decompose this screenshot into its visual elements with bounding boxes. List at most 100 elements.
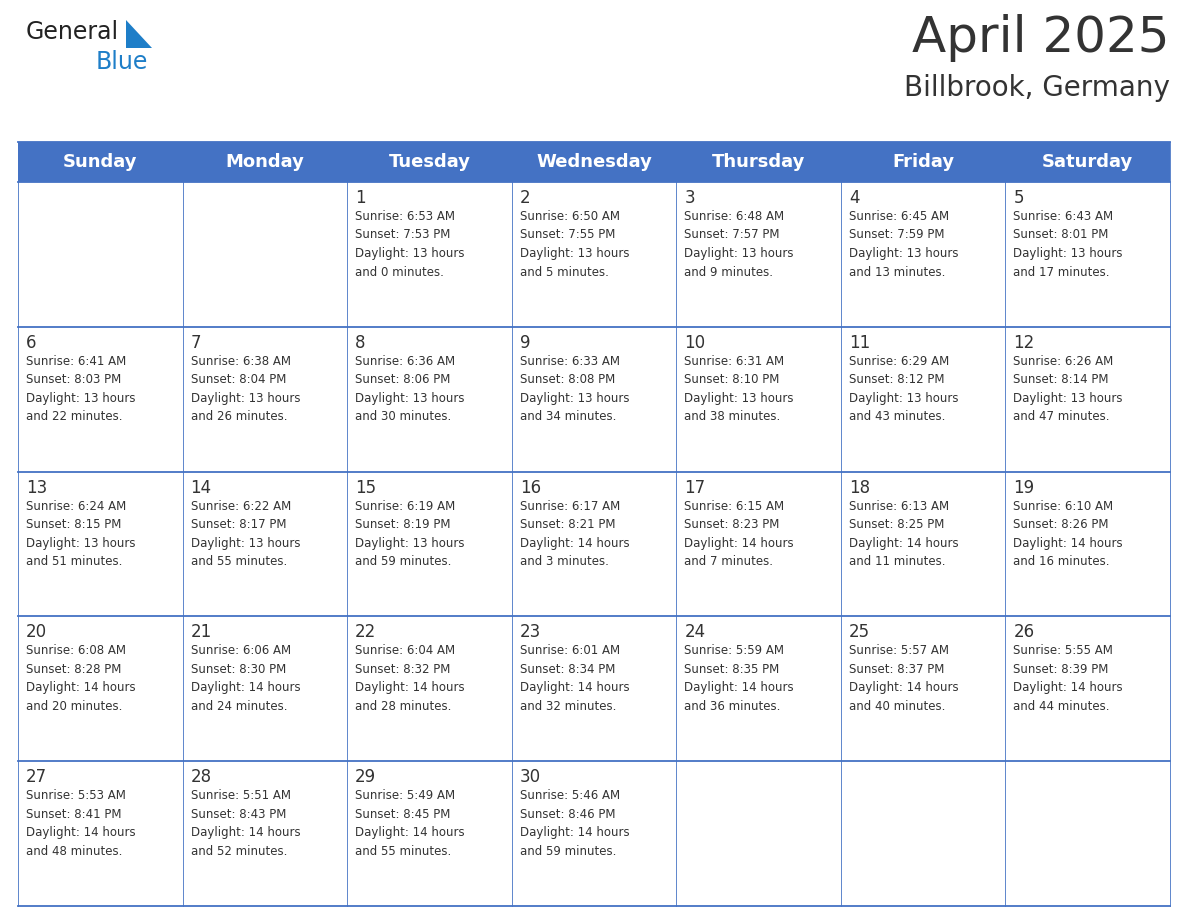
Bar bbox=[676, 182, 841, 327]
Bar bbox=[347, 761, 512, 906]
Text: Sunrise: 6:04 AM
Sunset: 8:32 PM
Daylight: 14 hours
and 28 minutes.: Sunrise: 6:04 AM Sunset: 8:32 PM Dayligh… bbox=[355, 644, 465, 713]
Text: Friday: Friday bbox=[892, 153, 954, 171]
Bar bbox=[183, 182, 347, 327]
Bar bbox=[512, 327, 676, 472]
Text: 4: 4 bbox=[849, 189, 859, 207]
Text: Blue: Blue bbox=[96, 50, 148, 74]
Text: Sunrise: 6:45 AM
Sunset: 7:59 PM
Daylight: 13 hours
and 13 minutes.: Sunrise: 6:45 AM Sunset: 7:59 PM Dayligh… bbox=[849, 210, 959, 278]
Text: Thursday: Thursday bbox=[712, 153, 805, 171]
Bar bbox=[18, 182, 183, 327]
Text: Sunrise: 6:17 AM
Sunset: 8:21 PM
Daylight: 14 hours
and 3 minutes.: Sunrise: 6:17 AM Sunset: 8:21 PM Dayligh… bbox=[519, 499, 630, 568]
Text: 25: 25 bbox=[849, 623, 870, 642]
Bar bbox=[512, 182, 676, 327]
Text: Billbrook, Germany: Billbrook, Germany bbox=[904, 74, 1170, 102]
Bar bbox=[183, 327, 347, 472]
Text: Sunrise: 6:24 AM
Sunset: 8:15 PM
Daylight: 13 hours
and 51 minutes.: Sunrise: 6:24 AM Sunset: 8:15 PM Dayligh… bbox=[26, 499, 135, 568]
Text: Sunrise: 5:49 AM
Sunset: 8:45 PM
Daylight: 14 hours
and 55 minutes.: Sunrise: 5:49 AM Sunset: 8:45 PM Dayligh… bbox=[355, 789, 465, 857]
Text: 6: 6 bbox=[26, 334, 37, 352]
Bar bbox=[841, 761, 1005, 906]
Bar bbox=[18, 761, 183, 906]
Bar bbox=[183, 472, 347, 616]
Text: Saturday: Saturday bbox=[1042, 153, 1133, 171]
Bar bbox=[18, 472, 183, 616]
Text: Sunrise: 5:53 AM
Sunset: 8:41 PM
Daylight: 14 hours
and 48 minutes.: Sunrise: 5:53 AM Sunset: 8:41 PM Dayligh… bbox=[26, 789, 135, 857]
Text: Wednesday: Wednesday bbox=[536, 153, 652, 171]
Text: 1: 1 bbox=[355, 189, 366, 207]
Text: Sunrise: 6:15 AM
Sunset: 8:23 PM
Daylight: 14 hours
and 7 minutes.: Sunrise: 6:15 AM Sunset: 8:23 PM Dayligh… bbox=[684, 499, 794, 568]
Text: Sunrise: 6:41 AM
Sunset: 8:03 PM
Daylight: 13 hours
and 22 minutes.: Sunrise: 6:41 AM Sunset: 8:03 PM Dayligh… bbox=[26, 354, 135, 423]
Text: 12: 12 bbox=[1013, 334, 1035, 352]
Bar bbox=[347, 327, 512, 472]
Bar bbox=[347, 182, 512, 327]
Text: 18: 18 bbox=[849, 478, 870, 497]
Bar bbox=[18, 142, 1170, 182]
Bar bbox=[512, 761, 676, 906]
Text: 13: 13 bbox=[26, 478, 48, 497]
Text: 19: 19 bbox=[1013, 478, 1035, 497]
Bar bbox=[1005, 761, 1170, 906]
Text: Sunrise: 5:57 AM
Sunset: 8:37 PM
Daylight: 14 hours
and 40 minutes.: Sunrise: 5:57 AM Sunset: 8:37 PM Dayligh… bbox=[849, 644, 959, 713]
Bar bbox=[183, 616, 347, 761]
Bar bbox=[512, 616, 676, 761]
Text: Sunrise: 6:08 AM
Sunset: 8:28 PM
Daylight: 14 hours
and 20 minutes.: Sunrise: 6:08 AM Sunset: 8:28 PM Dayligh… bbox=[26, 644, 135, 713]
Text: Sunrise: 6:43 AM
Sunset: 8:01 PM
Daylight: 13 hours
and 17 minutes.: Sunrise: 6:43 AM Sunset: 8:01 PM Dayligh… bbox=[1013, 210, 1123, 278]
Bar bbox=[1005, 472, 1170, 616]
Bar bbox=[347, 616, 512, 761]
Text: 15: 15 bbox=[355, 478, 377, 497]
Bar bbox=[18, 616, 183, 761]
Bar bbox=[841, 616, 1005, 761]
Bar bbox=[18, 327, 183, 472]
Bar bbox=[841, 182, 1005, 327]
Bar bbox=[347, 472, 512, 616]
Bar bbox=[676, 616, 841, 761]
Text: General: General bbox=[26, 20, 119, 44]
Text: Sunrise: 6:10 AM
Sunset: 8:26 PM
Daylight: 14 hours
and 16 minutes.: Sunrise: 6:10 AM Sunset: 8:26 PM Dayligh… bbox=[1013, 499, 1123, 568]
Text: 7: 7 bbox=[190, 334, 201, 352]
Bar bbox=[841, 472, 1005, 616]
Text: 17: 17 bbox=[684, 478, 706, 497]
Text: 11: 11 bbox=[849, 334, 870, 352]
Text: Sunrise: 5:51 AM
Sunset: 8:43 PM
Daylight: 14 hours
and 52 minutes.: Sunrise: 5:51 AM Sunset: 8:43 PM Dayligh… bbox=[190, 789, 301, 857]
Text: 22: 22 bbox=[355, 623, 377, 642]
Bar bbox=[1005, 327, 1170, 472]
Text: Sunrise: 6:22 AM
Sunset: 8:17 PM
Daylight: 13 hours
and 55 minutes.: Sunrise: 6:22 AM Sunset: 8:17 PM Dayligh… bbox=[190, 499, 301, 568]
Text: Sunrise: 6:48 AM
Sunset: 7:57 PM
Daylight: 13 hours
and 9 minutes.: Sunrise: 6:48 AM Sunset: 7:57 PM Dayligh… bbox=[684, 210, 794, 278]
Text: Monday: Monday bbox=[226, 153, 304, 171]
Text: Sunday: Sunday bbox=[63, 153, 138, 171]
Text: 20: 20 bbox=[26, 623, 48, 642]
Text: Sunrise: 6:13 AM
Sunset: 8:25 PM
Daylight: 14 hours
and 11 minutes.: Sunrise: 6:13 AM Sunset: 8:25 PM Dayligh… bbox=[849, 499, 959, 568]
Text: Sunrise: 6:26 AM
Sunset: 8:14 PM
Daylight: 13 hours
and 47 minutes.: Sunrise: 6:26 AM Sunset: 8:14 PM Dayligh… bbox=[1013, 354, 1123, 423]
Text: Sunrise: 6:06 AM
Sunset: 8:30 PM
Daylight: 14 hours
and 24 minutes.: Sunrise: 6:06 AM Sunset: 8:30 PM Dayligh… bbox=[190, 644, 301, 713]
Text: April 2025: April 2025 bbox=[912, 14, 1170, 62]
Bar bbox=[1005, 616, 1170, 761]
Text: 5: 5 bbox=[1013, 189, 1024, 207]
Text: Sunrise: 6:53 AM
Sunset: 7:53 PM
Daylight: 13 hours
and 0 minutes.: Sunrise: 6:53 AM Sunset: 7:53 PM Dayligh… bbox=[355, 210, 465, 278]
Bar bbox=[183, 761, 347, 906]
Text: Sunrise: 5:55 AM
Sunset: 8:39 PM
Daylight: 14 hours
and 44 minutes.: Sunrise: 5:55 AM Sunset: 8:39 PM Dayligh… bbox=[1013, 644, 1123, 713]
Text: Sunrise: 6:19 AM
Sunset: 8:19 PM
Daylight: 13 hours
and 59 minutes.: Sunrise: 6:19 AM Sunset: 8:19 PM Dayligh… bbox=[355, 499, 465, 568]
Text: Sunrise: 6:01 AM
Sunset: 8:34 PM
Daylight: 14 hours
and 32 minutes.: Sunrise: 6:01 AM Sunset: 8:34 PM Dayligh… bbox=[519, 644, 630, 713]
Text: 23: 23 bbox=[519, 623, 541, 642]
Text: 21: 21 bbox=[190, 623, 211, 642]
Text: Sunrise: 6:31 AM
Sunset: 8:10 PM
Daylight: 13 hours
and 38 minutes.: Sunrise: 6:31 AM Sunset: 8:10 PM Dayligh… bbox=[684, 354, 794, 423]
Text: 8: 8 bbox=[355, 334, 366, 352]
Text: 10: 10 bbox=[684, 334, 706, 352]
Text: 2: 2 bbox=[519, 189, 530, 207]
Text: Sunrise: 6:33 AM
Sunset: 8:08 PM
Daylight: 13 hours
and 34 minutes.: Sunrise: 6:33 AM Sunset: 8:08 PM Dayligh… bbox=[519, 354, 630, 423]
Text: 14: 14 bbox=[190, 478, 211, 497]
Text: Sunrise: 6:29 AM
Sunset: 8:12 PM
Daylight: 13 hours
and 43 minutes.: Sunrise: 6:29 AM Sunset: 8:12 PM Dayligh… bbox=[849, 354, 959, 423]
Bar bbox=[1005, 182, 1170, 327]
Bar bbox=[676, 472, 841, 616]
Text: 9: 9 bbox=[519, 334, 530, 352]
Text: Sunrise: 5:46 AM
Sunset: 8:46 PM
Daylight: 14 hours
and 59 minutes.: Sunrise: 5:46 AM Sunset: 8:46 PM Dayligh… bbox=[519, 789, 630, 857]
Text: 30: 30 bbox=[519, 768, 541, 786]
Text: Sunrise: 6:50 AM
Sunset: 7:55 PM
Daylight: 13 hours
and 5 minutes.: Sunrise: 6:50 AM Sunset: 7:55 PM Dayligh… bbox=[519, 210, 630, 278]
Bar bbox=[676, 761, 841, 906]
Text: Sunrise: 5:59 AM
Sunset: 8:35 PM
Daylight: 14 hours
and 36 minutes.: Sunrise: 5:59 AM Sunset: 8:35 PM Dayligh… bbox=[684, 644, 794, 713]
Bar bbox=[676, 327, 841, 472]
Text: 29: 29 bbox=[355, 768, 377, 786]
Text: 27: 27 bbox=[26, 768, 48, 786]
Text: Sunrise: 6:36 AM
Sunset: 8:06 PM
Daylight: 13 hours
and 30 minutes.: Sunrise: 6:36 AM Sunset: 8:06 PM Dayligh… bbox=[355, 354, 465, 423]
Text: 16: 16 bbox=[519, 478, 541, 497]
Bar bbox=[841, 327, 1005, 472]
